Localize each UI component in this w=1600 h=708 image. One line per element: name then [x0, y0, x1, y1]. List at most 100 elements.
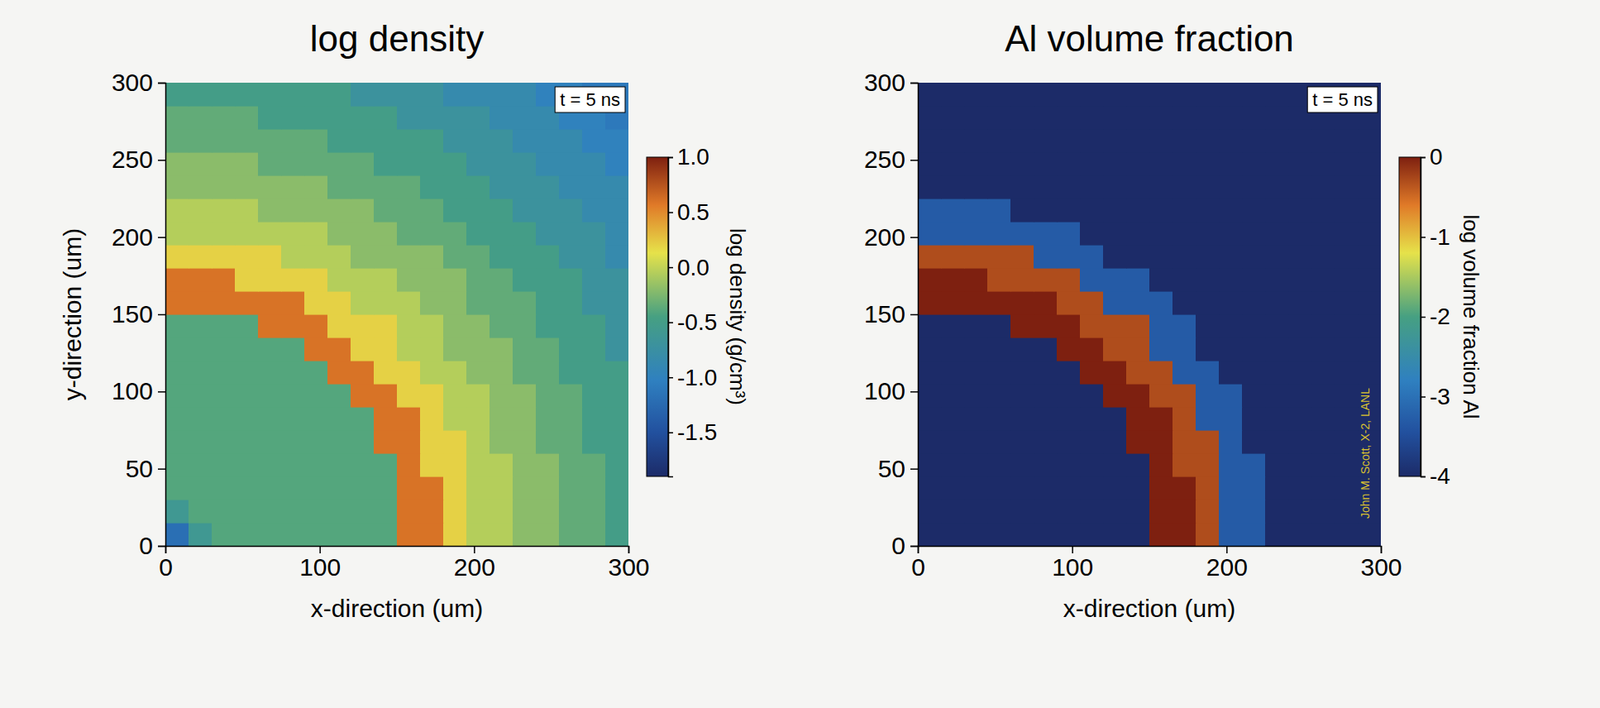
cell [396, 105, 421, 130]
cell [211, 175, 236, 200]
cell [1218, 337, 1243, 362]
cell [165, 314, 190, 339]
cell [964, 429, 989, 454]
cell [350, 429, 375, 454]
cell [964, 291, 989, 316]
cell [1334, 221, 1359, 246]
cell [1033, 499, 1058, 524]
cell [443, 175, 468, 200]
cell [281, 105, 306, 130]
cell [917, 337, 942, 362]
cell [1103, 406, 1128, 431]
colorbar-tick: 0 [1420, 143, 1443, 170]
cell [964, 198, 989, 223]
x-tick-label: 200 [453, 553, 496, 581]
x-tick-label: 200 [1206, 553, 1248, 581]
cell [1265, 244, 1290, 269]
cell [1010, 175, 1035, 200]
cell [1195, 337, 1220, 362]
cell [558, 476, 583, 501]
cell [582, 499, 607, 524]
y-tick-mark [157, 236, 166, 239]
cell [304, 82, 329, 107]
cell [188, 476, 213, 501]
cell [281, 82, 306, 107]
cell [420, 244, 445, 269]
annotation-box [554, 86, 626, 113]
cell [443, 406, 468, 431]
cell [257, 453, 282, 478]
colorbar-tick: -0.5 [668, 309, 717, 335]
cell [964, 152, 989, 177]
cell [940, 453, 965, 478]
cell [917, 82, 942, 107]
cell [281, 152, 306, 177]
cell [188, 337, 213, 362]
cell [1195, 175, 1220, 200]
cell [582, 383, 607, 408]
cell [1311, 128, 1336, 153]
cell [1126, 82, 1151, 107]
y-tick-mark [910, 236, 918, 239]
cell [512, 82, 537, 107]
cell [1079, 152, 1104, 177]
cell [558, 360, 583, 385]
cell [940, 105, 965, 130]
colorbar-tick: -1.0 [668, 364, 717, 391]
colorbar-axis-line [668, 157, 674, 478]
cell [582, 128, 607, 153]
cell [1172, 82, 1197, 107]
colorbar-tick-mark [1420, 476, 1426, 478]
annotation-box [1307, 86, 1378, 113]
cell [605, 476, 629, 501]
cell [964, 499, 989, 524]
cell [257, 198, 282, 223]
cell [1056, 128, 1081, 153]
cell [373, 383, 398, 408]
cell [281, 198, 306, 223]
cell [1334, 499, 1359, 524]
cell [420, 175, 445, 200]
cell [350, 383, 375, 408]
cell [165, 105, 190, 130]
cell [257, 476, 282, 501]
x-tick: 100 [1051, 545, 1094, 581]
cell [558, 499, 583, 524]
cell [964, 175, 989, 200]
cell [1288, 314, 1313, 339]
cell [1288, 152, 1313, 177]
cell [1126, 522, 1151, 546]
cell [188, 291, 213, 316]
cell [964, 476, 989, 501]
cell [917, 360, 942, 385]
x-tick-mark [1071, 545, 1074, 554]
cell [940, 314, 965, 339]
cell [1103, 476, 1128, 501]
cell [582, 476, 607, 501]
cell [1079, 267, 1104, 292]
cell [1172, 128, 1197, 153]
cell [1311, 522, 1336, 546]
cell [1195, 244, 1220, 269]
cell [396, 383, 421, 408]
cell [327, 360, 352, 385]
cell [350, 453, 375, 478]
cell [281, 429, 306, 454]
cell [558, 198, 583, 223]
colorbar-tick: 1.0 [668, 143, 710, 170]
cell [987, 360, 1012, 385]
cell [917, 406, 942, 431]
colorbar-tick-label: -3 [1429, 383, 1451, 410]
cell [987, 291, 1012, 316]
y-tick: 200 [864, 223, 918, 251]
cell [373, 267, 398, 292]
x-tick-mark [628, 545, 631, 554]
cell [964, 267, 989, 292]
cell [1288, 453, 1313, 478]
cell [466, 198, 491, 223]
cell [535, 522, 560, 546]
cell [304, 453, 329, 478]
cell [281, 267, 306, 292]
cell [1103, 360, 1128, 385]
cell [327, 406, 352, 431]
